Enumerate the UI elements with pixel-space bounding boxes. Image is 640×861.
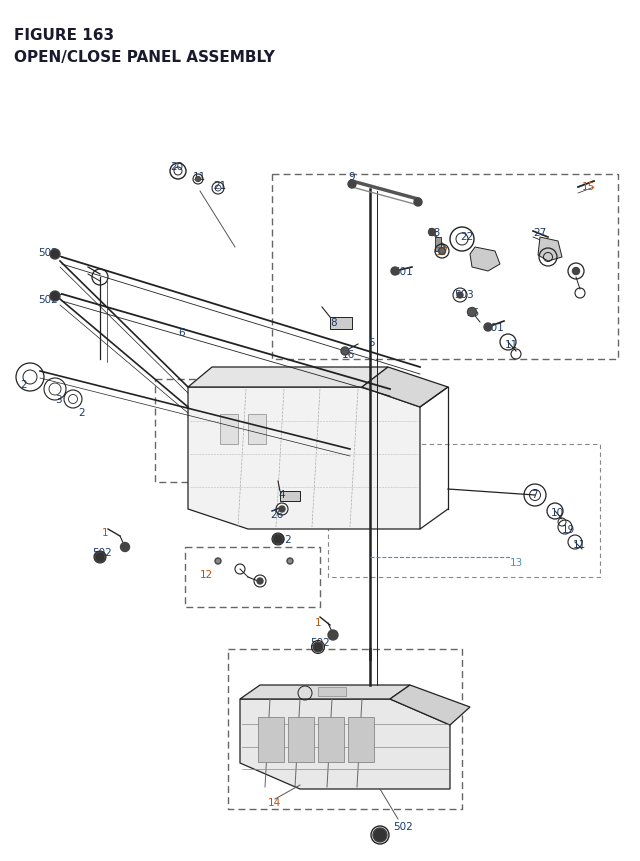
Text: 17: 17 xyxy=(436,247,449,257)
Circle shape xyxy=(50,292,60,301)
Text: 3: 3 xyxy=(55,394,61,405)
Text: 26: 26 xyxy=(270,510,284,519)
Circle shape xyxy=(120,543,129,552)
Text: 15: 15 xyxy=(582,182,595,192)
Circle shape xyxy=(348,181,356,189)
Circle shape xyxy=(50,250,60,260)
Text: 9: 9 xyxy=(348,172,355,182)
Text: 502: 502 xyxy=(92,548,112,557)
Text: 23: 23 xyxy=(543,248,556,257)
Circle shape xyxy=(429,229,435,236)
Text: 8: 8 xyxy=(330,318,337,328)
Text: 502: 502 xyxy=(38,248,58,257)
Text: 2: 2 xyxy=(78,407,84,418)
Circle shape xyxy=(215,558,221,564)
Circle shape xyxy=(438,248,445,255)
Bar xyxy=(280,492,300,501)
Text: 24: 24 xyxy=(475,251,488,262)
Circle shape xyxy=(195,177,200,183)
Text: 14: 14 xyxy=(268,797,281,807)
Text: FIGURE 163: FIGURE 163 xyxy=(14,28,114,43)
Circle shape xyxy=(414,199,422,207)
Text: 20: 20 xyxy=(170,162,183,172)
Bar xyxy=(318,687,346,697)
Polygon shape xyxy=(538,238,562,262)
Text: 501: 501 xyxy=(393,267,413,276)
Text: OPEN/CLOSE PANEL ASSEMBLY: OPEN/CLOSE PANEL ASSEMBLY xyxy=(14,50,275,65)
Text: 11: 11 xyxy=(573,539,586,549)
Bar xyxy=(248,414,266,444)
Text: 7: 7 xyxy=(531,489,538,499)
Text: 25: 25 xyxy=(466,307,479,318)
Text: 1: 1 xyxy=(102,528,109,537)
Circle shape xyxy=(95,553,105,562)
Bar xyxy=(318,717,344,762)
Text: 2: 2 xyxy=(20,380,27,389)
Circle shape xyxy=(341,348,349,356)
Text: 6: 6 xyxy=(178,328,184,338)
Circle shape xyxy=(484,324,492,331)
Text: 12: 12 xyxy=(200,569,213,579)
Text: 4: 4 xyxy=(278,489,285,499)
Text: 18: 18 xyxy=(428,228,441,238)
Circle shape xyxy=(279,506,285,512)
Bar xyxy=(330,318,352,330)
Text: 502: 502 xyxy=(272,535,292,544)
Circle shape xyxy=(391,268,399,276)
Bar xyxy=(258,717,284,762)
Circle shape xyxy=(313,642,323,653)
Polygon shape xyxy=(240,699,450,789)
Circle shape xyxy=(373,828,387,842)
Circle shape xyxy=(328,630,338,641)
Text: 1: 1 xyxy=(315,617,322,628)
Text: 19: 19 xyxy=(562,524,575,535)
Circle shape xyxy=(457,293,463,299)
Text: 502: 502 xyxy=(310,637,330,647)
Text: 503: 503 xyxy=(454,289,474,300)
Circle shape xyxy=(573,268,579,276)
Text: 10: 10 xyxy=(551,507,564,517)
Text: 27: 27 xyxy=(533,228,547,238)
Text: 16: 16 xyxy=(342,350,355,360)
Bar xyxy=(435,238,441,251)
Bar xyxy=(288,717,314,762)
Polygon shape xyxy=(390,685,470,725)
Text: 9: 9 xyxy=(572,267,579,276)
Polygon shape xyxy=(470,248,500,272)
Bar xyxy=(348,717,374,762)
Polygon shape xyxy=(188,387,420,530)
Text: 22: 22 xyxy=(460,232,473,242)
Text: 21: 21 xyxy=(213,181,227,191)
Text: 502: 502 xyxy=(393,821,413,831)
Circle shape xyxy=(257,579,263,585)
Polygon shape xyxy=(362,368,448,407)
Text: 502: 502 xyxy=(38,294,58,305)
Text: 11: 11 xyxy=(193,172,206,182)
Text: 501: 501 xyxy=(484,323,504,332)
Polygon shape xyxy=(188,368,388,387)
Text: 13: 13 xyxy=(510,557,524,567)
Circle shape xyxy=(287,558,293,564)
Circle shape xyxy=(467,308,477,317)
Circle shape xyxy=(273,535,283,544)
Text: 11: 11 xyxy=(505,339,518,350)
Text: 5: 5 xyxy=(368,338,374,348)
Polygon shape xyxy=(240,685,410,699)
Bar xyxy=(220,414,238,444)
